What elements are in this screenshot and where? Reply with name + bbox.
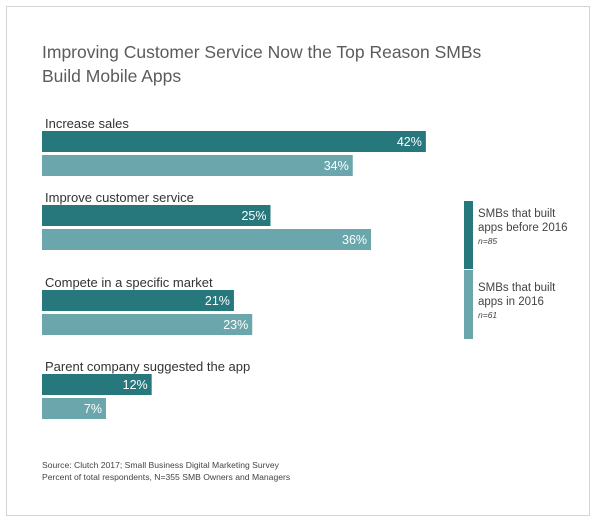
source-line: Source: Clutch 2017; Small Business Digi… <box>42 460 279 470</box>
category-label: Improve customer service <box>45 190 194 205</box>
category-label: Compete in a specific market <box>45 275 213 290</box>
legend-label: SMBs that built apps in 2016 <box>478 282 556 308</box>
bar-value-label: 36% <box>342 233 367 247</box>
bar-value-label: 34% <box>324 159 349 173</box>
bar-value-label: 42% <box>397 135 422 149</box>
legend-label: SMBs that built apps before 2016 <box>478 208 568 234</box>
bar-before-2016 <box>42 205 271 226</box>
legend-swatch-before-2016 <box>464 201 473 269</box>
legend-swatch-in-2016 <box>464 270 473 339</box>
bar-value-label: 7% <box>84 402 102 416</box>
chart-source-note: Source: Clutch 2017; Small Business Digi… <box>42 459 290 483</box>
category-label: Increase sales <box>45 116 129 131</box>
bar-before-2016 <box>42 131 426 152</box>
category-label: Parent company suggested the app <box>45 359 250 374</box>
bar-before-2016 <box>42 290 234 311</box>
bar-value-label: 23% <box>223 318 248 332</box>
bar-value-label: 21% <box>205 294 230 308</box>
legend-entry-before-2016: SMBs that built apps before 2016 n=85 <box>478 207 578 247</box>
bar-in-2016 <box>42 398 106 419</box>
bar-value-label: 25% <box>241 209 266 223</box>
chart-frame <box>6 6 590 516</box>
chart-title: Improving Customer Service Now the Top R… <box>42 42 482 86</box>
legend-note: n=85 <box>478 236 498 246</box>
bar-in-2016 <box>42 229 372 250</box>
legend-entry-in-2016: SMBs that built apps in 2016 n=61 <box>478 281 578 321</box>
bar-in-2016 <box>42 155 353 176</box>
bar-value-label: 12% <box>123 378 148 392</box>
respondents-line: Percent of total respondents, N=355 SMB … <box>42 472 291 482</box>
bar-before-2016 <box>42 374 152 395</box>
bar-in-2016 <box>42 314 253 335</box>
legend-note: n=61 <box>478 310 498 320</box>
